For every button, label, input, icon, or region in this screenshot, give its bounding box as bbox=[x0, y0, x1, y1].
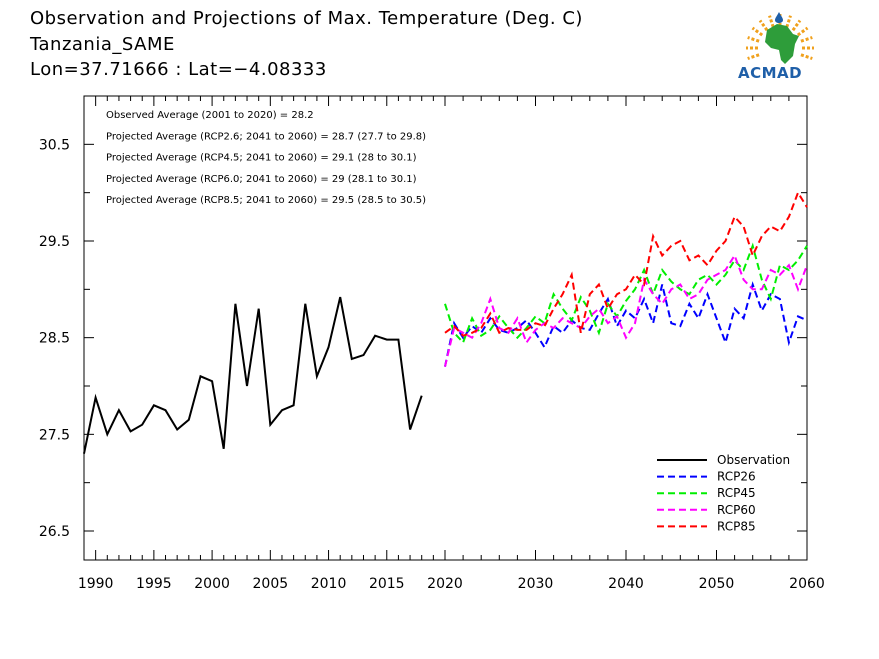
logo-ray bbox=[800, 36, 813, 43]
legend-label-rcp60: RCP60 bbox=[717, 503, 756, 517]
plot-frame bbox=[83, 95, 808, 561]
series-line-rcp85 bbox=[444, 190, 808, 337]
legend-label-observation: Observation bbox=[717, 453, 790, 467]
logo-ray bbox=[785, 15, 792, 28]
y-tick-label: 27.5 bbox=[39, 427, 70, 443]
coordinates-label: Lon=37.71666 : Lat=−4.08333 bbox=[30, 59, 327, 80]
x-tick-label: 2030 bbox=[518, 576, 554, 592]
legend-label-rcp85: RCP85 bbox=[717, 519, 756, 533]
annotation-line: Observed Average (2001 to 2020) = 28.2 bbox=[106, 110, 314, 121]
x-tick-label: 2000 bbox=[194, 576, 230, 592]
x-tick-label: 1995 bbox=[136, 576, 172, 592]
annotation-line: Projected Average (RCP6.0; 2041 to 2060)… bbox=[106, 174, 417, 185]
legend-label-rcp45: RCP45 bbox=[717, 486, 756, 500]
x-tick-label: 2015 bbox=[369, 576, 405, 592]
chart-title: Observation and Projections of Max. Temp… bbox=[30, 8, 583, 29]
logo-ray bbox=[747, 36, 760, 43]
logo-ray bbox=[791, 19, 802, 32]
x-tick-label: 2005 bbox=[253, 576, 289, 592]
acmad-logo-icon bbox=[746, 12, 814, 64]
series-line-observation bbox=[83, 296, 423, 454]
y-tick-label: 30.5 bbox=[39, 137, 70, 153]
x-tick-label: 2040 bbox=[608, 576, 644, 592]
annotation-line: Projected Average (RCP2.6; 2041 to 2060)… bbox=[106, 131, 426, 142]
series-line-rcp45 bbox=[444, 242, 808, 345]
y-tick-label: 29.5 bbox=[39, 234, 70, 250]
acmad-logo-text: ACMAD bbox=[738, 64, 803, 82]
series-line-rcp26 bbox=[444, 281, 808, 367]
logo-ray bbox=[751, 26, 764, 37]
location-label: Tanzania_SAME bbox=[30, 34, 175, 55]
logo-ray bbox=[747, 53, 760, 60]
series-line-rcp60 bbox=[444, 253, 808, 367]
y-tick-label: 26.5 bbox=[39, 524, 70, 540]
annotation-line: Projected Average (RCP4.5; 2041 to 2060)… bbox=[106, 153, 417, 164]
logo-ray bbox=[796, 26, 809, 37]
logo-ray bbox=[758, 19, 769, 32]
annotation-line: Projected Average (RCP8.5; 2041 to 2060)… bbox=[106, 195, 426, 206]
x-tick-label: 2060 bbox=[789, 576, 825, 592]
x-tick-label: 2010 bbox=[311, 576, 347, 592]
x-tick-label: 2020 bbox=[427, 576, 463, 592]
logo-ray bbox=[768, 15, 775, 28]
x-tick-label: 1990 bbox=[78, 576, 114, 592]
logo-ray bbox=[800, 53, 813, 60]
y-tick-label: 28.5 bbox=[39, 331, 70, 347]
x-tick-label: 2050 bbox=[699, 576, 735, 592]
legend-label-rcp26: RCP26 bbox=[717, 470, 756, 484]
